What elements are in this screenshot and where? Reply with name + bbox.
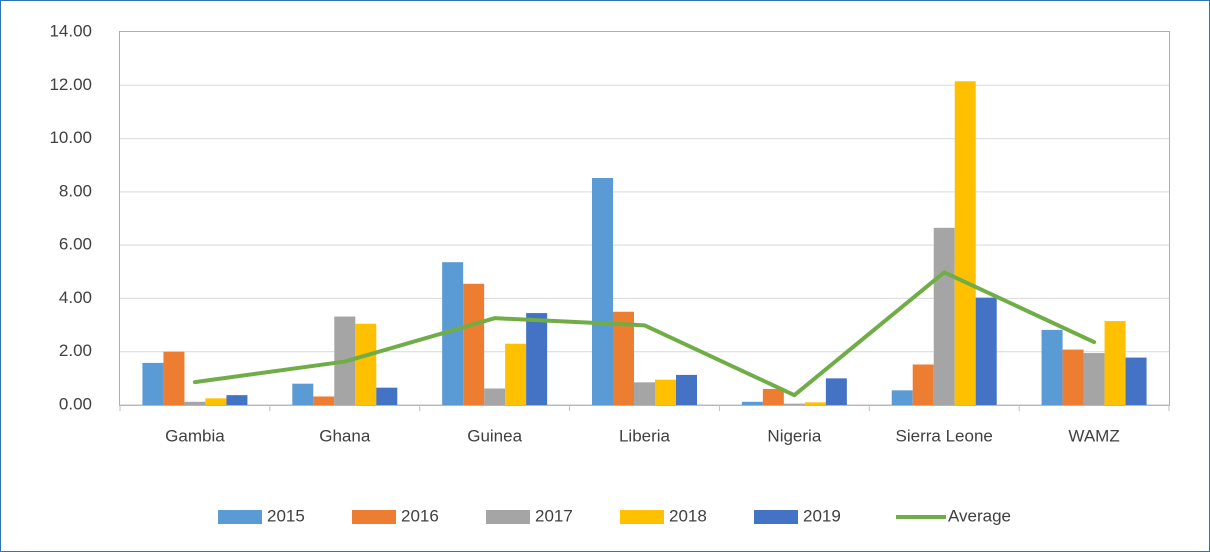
x-tick-label: Gambia xyxy=(165,426,225,445)
bar xyxy=(741,401,763,405)
bar xyxy=(676,374,697,405)
bar xyxy=(184,401,206,405)
bar xyxy=(205,398,227,405)
x-tick-label: Ghana xyxy=(319,426,371,445)
bar xyxy=(355,323,377,405)
bar xyxy=(655,379,676,405)
bar xyxy=(463,283,485,405)
legend-label: Average xyxy=(948,506,1011,525)
bar xyxy=(613,311,634,405)
y-tick-label: 8.00 xyxy=(59,181,92,200)
legend-swatch xyxy=(620,510,664,524)
bar xyxy=(313,396,335,405)
bar xyxy=(634,382,655,405)
bar xyxy=(484,388,506,405)
y-tick-label: 4.00 xyxy=(59,288,92,307)
legend-label: 2017 xyxy=(535,506,573,525)
bar xyxy=(1062,349,1084,405)
bar xyxy=(442,262,464,405)
bar xyxy=(804,402,826,405)
bar xyxy=(1041,329,1063,405)
bar xyxy=(505,343,527,405)
bar xyxy=(825,378,847,405)
x-tick-label: Guinea xyxy=(467,426,522,445)
bar xyxy=(292,383,314,405)
y-tick-label: 0.00 xyxy=(59,394,92,413)
bar xyxy=(954,81,976,406)
legend-label: 2019 xyxy=(803,506,841,525)
bar xyxy=(891,390,913,405)
bar xyxy=(1104,321,1126,405)
y-tick-label: 10.00 xyxy=(49,128,92,147)
bar xyxy=(526,313,548,405)
bar xyxy=(376,387,398,405)
x-tick-label: Nigeria xyxy=(767,426,821,445)
legend-label: 2018 xyxy=(669,506,707,525)
x-tick-label: Liberia xyxy=(619,426,671,445)
legend-label: 2015 xyxy=(267,506,305,525)
y-tick-label: 2.00 xyxy=(59,341,92,360)
y-tick-label: 14.00 xyxy=(49,21,92,40)
legend-swatch xyxy=(486,510,530,524)
bar xyxy=(592,178,613,405)
bar xyxy=(933,227,955,405)
bar xyxy=(1125,357,1147,405)
y-tick-label: 12.00 xyxy=(49,75,92,94)
bar xyxy=(912,364,934,405)
y-tick-label: 6.00 xyxy=(59,235,92,254)
bar xyxy=(762,389,784,405)
bar xyxy=(226,395,248,405)
bar xyxy=(783,403,805,405)
legend-swatch xyxy=(352,510,396,524)
bar xyxy=(1083,353,1105,405)
x-tick-label: WAMZ xyxy=(1068,426,1119,445)
legend-swatch xyxy=(754,510,798,524)
bar xyxy=(142,362,164,405)
bar xyxy=(975,297,997,405)
x-tick-label: Sierra Leone xyxy=(896,426,993,445)
legend-label: 2016 xyxy=(401,506,439,525)
legend-swatch xyxy=(218,510,262,524)
bar xyxy=(163,351,185,405)
line-series xyxy=(192,270,1097,398)
